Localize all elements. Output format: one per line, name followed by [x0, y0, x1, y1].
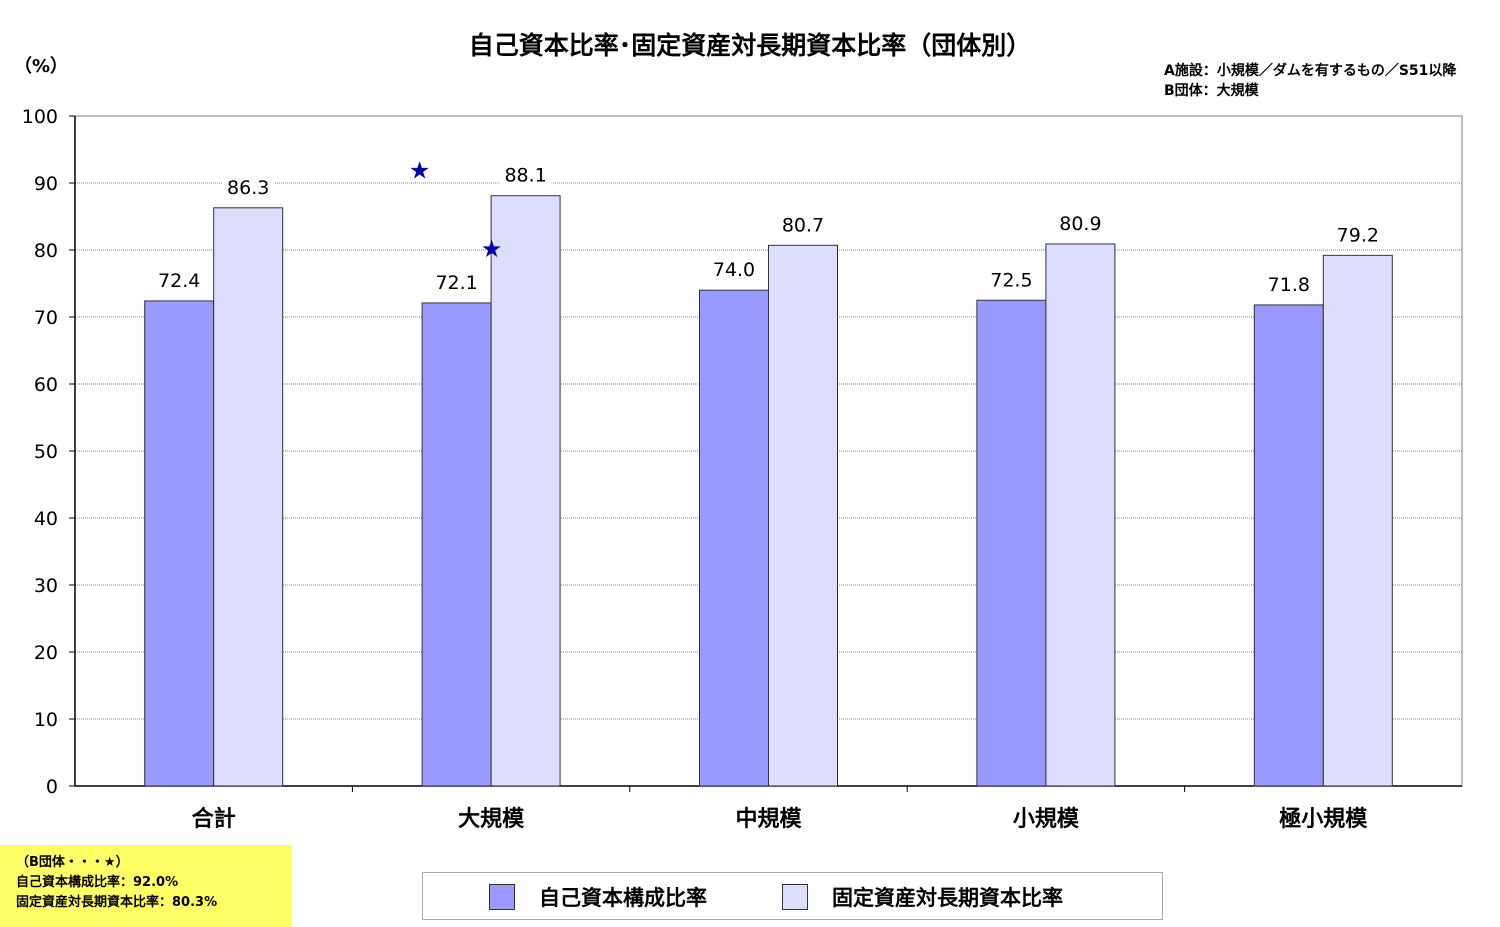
star-marker: ★ [481, 235, 503, 263]
x-category-label: 大規模 [458, 807, 525, 832]
data-label: 71.8 [1268, 274, 1310, 296]
bar [699, 289, 769, 787]
bar [976, 299, 1047, 787]
legend-swatch-series1 [489, 884, 515, 910]
legend-item-series2: 固定資産対長期資本比率 [782, 882, 1063, 912]
data-label: 72.4 [158, 270, 200, 292]
data-label: 72.1 [435, 272, 477, 294]
bar [1045, 243, 1116, 787]
marker-footnote: （B団体・・・★） 自己資本構成比率：92.0% 固定資産対長期資本比率：80.… [0, 845, 292, 927]
y-tick-label: 100 [22, 106, 58, 128]
bar [490, 195, 561, 787]
star-marker: ★ [409, 157, 431, 185]
bar [144, 300, 215, 787]
note-group: B団体：大規模 [1164, 83, 1259, 99]
x-category-label: 小規模 [1013, 807, 1080, 832]
data-label: 72.5 [990, 269, 1032, 291]
y-tick-label: 20 [34, 642, 58, 664]
y-tick-label: 90 [34, 173, 58, 195]
bar [1322, 254, 1393, 787]
y-tick-label: 40 [34, 508, 58, 530]
legend-swatch-series2 [782, 884, 808, 910]
bar-chart: 0 10 20 30 40 50 60 70 80 90 100 72.4 86.3 合計 72.1 88.1… [22, 106, 1463, 832]
y-tick-label: 60 [34, 374, 58, 396]
x-category-label: 中規模 [735, 807, 802, 832]
bar [1253, 304, 1324, 787]
data-label: 79.2 [1337, 224, 1379, 246]
data-label-background [777, 211, 829, 236]
data-label-background [1331, 221, 1384, 246]
data-label: 86.3 [227, 177, 269, 199]
bar [768, 244, 838, 787]
y-axis-unit-label: （%） [14, 56, 69, 77]
y-tick-label: 30 [34, 575, 58, 597]
data-label: 80.9 [1059, 213, 1101, 235]
data-label-background [222, 173, 275, 198]
x-category-label: 合計 [192, 806, 236, 832]
legend-item-series1: 自己資本構成比率 [489, 882, 707, 912]
legend-label-series1: 自己資本構成比率 [539, 886, 707, 910]
data-label: 88.1 [504, 165, 546, 187]
y-tick-label: 70 [34, 307, 58, 329]
data-label-background [1054, 209, 1107, 234]
chart-title: 自己資本比率･固定資産対長期資本比率（団体別） [468, 31, 1032, 60]
data-label: 74.0 [713, 259, 755, 281]
marker-footnote-line-2: 固定資産対長期資本比率：80.3% [16, 895, 218, 910]
bar [213, 207, 284, 787]
y-tick-label: 10 [34, 709, 58, 731]
data-label-background [499, 161, 552, 186]
bar [421, 302, 492, 787]
note-facility: A施設：小規模／ダムを有するもの／S51以降 [1164, 63, 1457, 79]
y-tick-label: 80 [34, 240, 58, 262]
data-label: 80.7 [782, 214, 824, 236]
chart-legend: 自己資本構成比率 固定資産対長期資本比率 [422, 872, 1163, 920]
legend-label-series2: 固定資産対長期資本比率 [832, 886, 1063, 910]
marker-footnote-heading: （B団体・・・★） [16, 855, 129, 870]
y-tick-label: 0 [46, 776, 58, 798]
y-tick-label: 50 [34, 441, 58, 463]
x-category-label: 極小規模 [1279, 806, 1368, 832]
marker-footnote-line-1: 自己資本構成比率：92.0% [16, 875, 179, 890]
